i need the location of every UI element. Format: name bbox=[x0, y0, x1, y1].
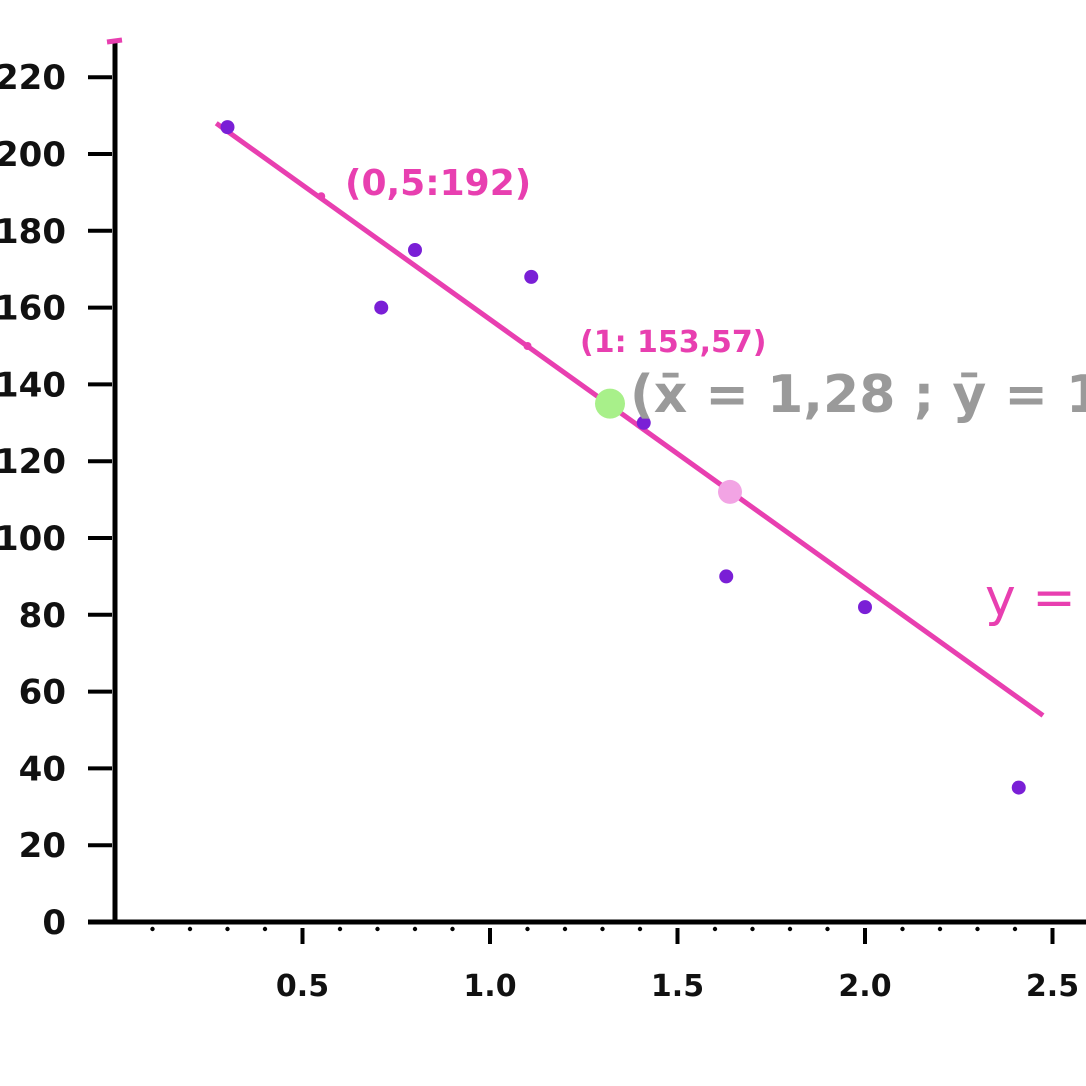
x-tick-label: 2.0 bbox=[838, 969, 891, 1004]
regression-line bbox=[214, 121, 1045, 718]
mean-point bbox=[595, 388, 625, 419]
y-tick-label: 80 bbox=[19, 596, 66, 636]
x-minor-tick bbox=[337, 926, 343, 932]
x-minor-tick bbox=[150, 926, 155, 932]
x-minor-tick bbox=[825, 926, 830, 932]
x-minor-tick bbox=[187, 926, 193, 932]
x-minor-tick bbox=[375, 926, 380, 932]
data-point bbox=[408, 243, 422, 257]
regression-equation: y = - bbox=[985, 568, 1086, 628]
x-minor-tick bbox=[600, 926, 605, 932]
data-point bbox=[374, 300, 389, 315]
annotation-0-5-192: (0,5:192) bbox=[345, 163, 531, 204]
y-tick-label: 220 bbox=[0, 58, 66, 98]
data-point bbox=[220, 120, 235, 135]
x-tick-label: 1.0 bbox=[463, 969, 516, 1004]
y-tick-label: 20 bbox=[19, 826, 66, 866]
annotation-1-153-57: (1: 153,57) bbox=[580, 325, 767, 360]
data-point bbox=[524, 269, 539, 284]
x-minor-tick bbox=[562, 926, 568, 932]
x-minor-tick bbox=[787, 926, 793, 932]
x-minor-tick bbox=[900, 926, 905, 932]
data-point bbox=[636, 415, 651, 430]
highlight-point bbox=[718, 479, 742, 504]
x-minor-tick bbox=[712, 926, 718, 932]
line-marker bbox=[317, 192, 326, 201]
x-minor-tick bbox=[750, 926, 755, 932]
x-tick-label: 2.5 bbox=[1026, 969, 1079, 1004]
y-tick-label: 140 bbox=[0, 365, 66, 405]
x-minor-tick bbox=[525, 926, 530, 932]
x-minor-tick bbox=[637, 926, 643, 932]
x-minor-tick bbox=[975, 926, 980, 932]
x-minor-tick bbox=[937, 926, 943, 932]
x-tick-label: 1.5 bbox=[651, 969, 704, 1004]
y-tick-label: 100 bbox=[0, 519, 66, 559]
y-tick-label: 180 bbox=[0, 212, 66, 252]
y-tick-label: 160 bbox=[0, 289, 66, 329]
data-point bbox=[1011, 780, 1026, 795]
y-tick-label: 60 bbox=[19, 673, 66, 713]
data-point bbox=[858, 600, 872, 615]
y-tick-label: 0 bbox=[42, 903, 66, 943]
mean-label: (x̄ = 1,28 ; ȳ = 131) bbox=[630, 365, 1086, 425]
data-point bbox=[719, 569, 734, 584]
y-tick-label: 120 bbox=[0, 442, 66, 482]
x-minor-tick bbox=[450, 926, 455, 932]
y-tick-label: 200 bbox=[0, 135, 66, 175]
x-minor-tick bbox=[412, 926, 418, 932]
line-marker bbox=[523, 342, 532, 350]
x-minor-tick bbox=[262, 926, 268, 932]
x-tick-label: 0.5 bbox=[276, 969, 329, 1004]
x-minor-tick bbox=[1012, 926, 1018, 932]
y-tick-label: 40 bbox=[19, 749, 66, 789]
y-axis-top-mark bbox=[106, 37, 123, 45]
x-minor-tick bbox=[225, 926, 230, 932]
